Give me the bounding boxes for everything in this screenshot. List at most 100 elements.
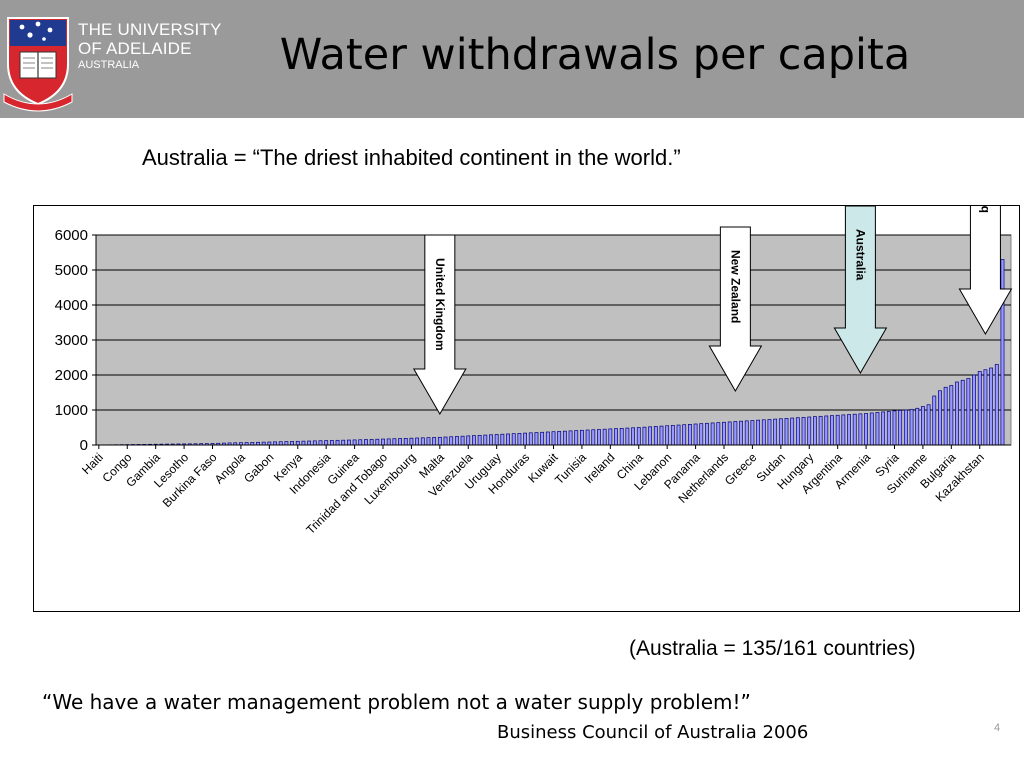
bar [625, 427, 630, 446]
bar [466, 435, 471, 446]
bar [381, 438, 385, 446]
bar [477, 434, 482, 446]
bar [716, 422, 721, 446]
bar [290, 441, 294, 446]
bar [739, 420, 743, 446]
bar [335, 439, 340, 446]
bar [744, 420, 749, 446]
bar [597, 429, 601, 446]
bar [636, 427, 641, 446]
bar [432, 437, 437, 446]
bar [517, 433, 522, 446]
bar [966, 378, 971, 446]
annotation-arrow [708, 226, 763, 392]
x-tick-label: Angola [212, 450, 249, 487]
bar [608, 428, 613, 446]
bar [528, 432, 533, 446]
bar [483, 434, 488, 446]
bar [301, 440, 306, 446]
bar [659, 425, 664, 446]
annotation-label: Iraq [978, 206, 992, 213]
bar [943, 386, 948, 446]
bar [682, 424, 687, 446]
bar [955, 381, 959, 446]
bar [602, 428, 607, 446]
slide-subtitle: Australia = “The driest inhabited contin… [142, 145, 681, 170]
y-tick-label: 4000 [55, 297, 88, 314]
bar [858, 413, 863, 446]
bar [915, 407, 920, 446]
bar [642, 426, 647, 446]
bar [864, 413, 868, 446]
bar [403, 438, 408, 446]
bar [443, 436, 448, 446]
bar [489, 434, 493, 446]
bar [545, 431, 550, 446]
bar [551, 431, 556, 446]
slide-number: 4 [994, 722, 1001, 734]
bar [756, 419, 761, 446]
bar [619, 427, 624, 446]
bar [1000, 259, 1005, 446]
bar [415, 437, 420, 446]
bar [705, 422, 709, 446]
bar [352, 439, 357, 446]
bar [722, 421, 726, 446]
slide-header: THE UNIVERSITY OF ADELAIDE AUSTRALIA Wat… [0, 0, 1024, 118]
bar [460, 435, 465, 446]
annotation-label: New Zealand [728, 250, 742, 323]
bar [761, 419, 766, 446]
bar [562, 430, 567, 446]
bar [852, 413, 857, 446]
bar [972, 374, 976, 446]
x-tick-label: Tunisia [552, 450, 589, 487]
bar [699, 423, 704, 446]
bar [523, 432, 527, 446]
bar [346, 439, 351, 446]
university-wordmark: THE UNIVERSITY OF ADELAIDE AUSTRALIA [78, 20, 222, 72]
annotation-arrow [958, 206, 1013, 335]
bar [824, 415, 829, 446]
bar [449, 436, 454, 446]
bar [932, 395, 937, 446]
bar [994, 364, 999, 446]
bar [892, 410, 897, 446]
bar [494, 434, 499, 446]
bar [420, 437, 425, 446]
bar [710, 422, 715, 446]
bar [784, 418, 789, 446]
bar [579, 429, 584, 446]
bar [591, 429, 596, 446]
bar [511, 433, 516, 446]
bar [813, 416, 817, 446]
bar [358, 439, 363, 446]
bar [989, 367, 994, 446]
x-tick-label: Greece [722, 450, 760, 488]
slide-title: Water withdrawals per capita [279, 30, 911, 80]
y-tick-label: 5000 [55, 262, 88, 279]
bar [318, 440, 323, 446]
bar [312, 440, 317, 446]
bar [926, 404, 931, 446]
bar [767, 419, 772, 446]
university-name-line1: THE UNIVERSITY [78, 20, 222, 39]
bar [818, 415, 823, 446]
bar [847, 414, 851, 446]
bar [778, 418, 783, 446]
bar [807, 416, 812, 446]
bar [540, 431, 545, 446]
bar [341, 439, 346, 446]
university-name-line3: AUSTRALIA [78, 59, 140, 71]
bar [903, 409, 908, 446]
bar [409, 437, 414, 446]
annotation-label: Australia [853, 229, 867, 281]
bar [386, 438, 391, 446]
x-tick-label: Ireland [582, 450, 618, 486]
bar [364, 439, 368, 446]
bar [790, 417, 795, 446]
bar [693, 423, 698, 446]
bar [534, 432, 539, 446]
annotation-arrow [833, 206, 888, 374]
bar [881, 411, 886, 446]
bar [398, 438, 402, 446]
